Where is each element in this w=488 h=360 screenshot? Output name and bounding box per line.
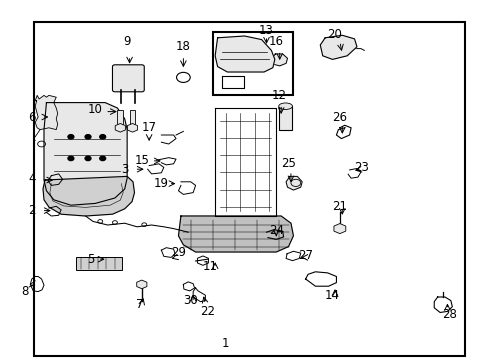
Text: 14: 14 (325, 289, 339, 302)
Text: 21: 21 (332, 201, 346, 213)
Text: 9: 9 (123, 35, 131, 48)
Text: 24: 24 (268, 224, 283, 237)
Bar (76, 257, 122, 270)
Ellipse shape (278, 103, 292, 109)
Text: 18: 18 (176, 40, 190, 53)
Text: 1: 1 (221, 337, 228, 350)
Polygon shape (35, 95, 58, 130)
Text: 26: 26 (332, 111, 346, 123)
Bar (34, 22, 464, 356)
Text: 30: 30 (183, 294, 198, 307)
Circle shape (68, 156, 74, 161)
Polygon shape (44, 103, 127, 205)
Circle shape (100, 156, 105, 161)
Text: 22: 22 (200, 305, 215, 318)
Bar (278, 106, 292, 130)
Text: 4: 4 (28, 172, 36, 185)
Circle shape (85, 156, 91, 161)
Text: 3: 3 (121, 163, 128, 176)
Circle shape (85, 135, 91, 139)
Text: 20: 20 (327, 28, 342, 41)
Circle shape (100, 135, 105, 139)
Text: 27: 27 (298, 249, 312, 262)
FancyBboxPatch shape (112, 65, 144, 92)
Text: 15: 15 (134, 154, 149, 167)
Text: 2: 2 (28, 204, 36, 217)
Text: 12: 12 (271, 89, 285, 102)
Circle shape (68, 135, 74, 139)
Text: 8: 8 (21, 285, 29, 298)
Bar (212, 32, 293, 95)
Text: 28: 28 (442, 309, 456, 321)
Polygon shape (285, 176, 302, 190)
Text: 23: 23 (354, 161, 368, 174)
Text: 29: 29 (171, 246, 185, 258)
Text: 13: 13 (259, 24, 273, 37)
Polygon shape (271, 54, 287, 66)
Text: 11: 11 (203, 260, 217, 273)
Polygon shape (215, 36, 274, 72)
Text: 10: 10 (88, 103, 102, 116)
Text: 25: 25 (281, 157, 295, 170)
Text: 19: 19 (154, 177, 168, 190)
Text: 16: 16 (268, 35, 283, 48)
Bar (117, 110, 123, 124)
Bar (129, 110, 135, 124)
Polygon shape (43, 176, 134, 216)
Text: 6: 6 (28, 111, 36, 123)
Polygon shape (178, 216, 293, 252)
Text: 7: 7 (135, 298, 143, 311)
Text: 5: 5 (86, 253, 94, 266)
Text: 17: 17 (142, 121, 156, 134)
Polygon shape (320, 35, 356, 59)
